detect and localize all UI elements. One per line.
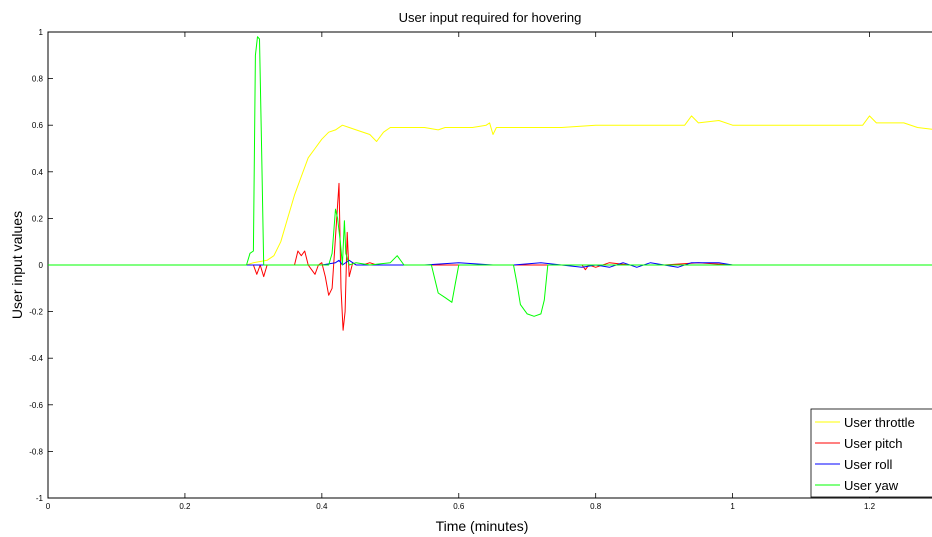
legend-box — [810, 408, 932, 498]
x-tick-label: 1.2 — [864, 502, 876, 511]
legend-label: User yaw — [844, 478, 899, 493]
y-tick-label: -0.2 — [29, 308, 43, 317]
y-tick-label: -0.8 — [29, 447, 43, 456]
chart-legend: User throttle User pitch User roll User yaw — [810, 408, 932, 498]
x-tick-label: 0.6 — [453, 502, 465, 511]
legend-label: User pitch — [844, 436, 903, 451]
x-tick-label: 0 — [46, 502, 51, 511]
series-line-user-throttle — [48, 115, 932, 266]
x-tick-label: 0.4 — [316, 502, 328, 511]
y-tick-label: -0.4 — [29, 354, 43, 363]
y-axis-label: User input values — [9, 211, 25, 319]
series-line-user-yaw — [48, 36, 932, 317]
y-tick-label: 0 — [39, 261, 44, 270]
y-tick-label: 0.8 — [32, 75, 44, 84]
chart-title: User input required for hovering — [399, 10, 582, 25]
legend-label: User roll — [844, 457, 893, 472]
series-line-user-pitch — [48, 182, 932, 331]
y-tick-label: -1 — [36, 494, 44, 503]
legend-label: User throttle — [844, 415, 915, 430]
x-tick-label: 0.2 — [179, 502, 191, 511]
axis-ticks: 0 0.2 0.4 0.6 0.8 1 1.2 1 0.8 0.6 0.4 0.2 0 -0.2 -0.4 -… — [29, 28, 875, 511]
series-lines — [48, 36, 932, 331]
y-tick-label: 0.4 — [32, 168, 44, 177]
y-tick-label: 0.6 — [32, 121, 44, 130]
y-tick-label: 0.2 — [32, 214, 44, 223]
y-tick-label: -0.6 — [29, 401, 43, 410]
x-tick-label: 0.8 — [590, 502, 602, 511]
x-axis-label: Time (minutes) — [436, 518, 529, 534]
y-tick-label: 1 — [39, 28, 44, 37]
x-tick-label: 1 — [730, 502, 735, 511]
